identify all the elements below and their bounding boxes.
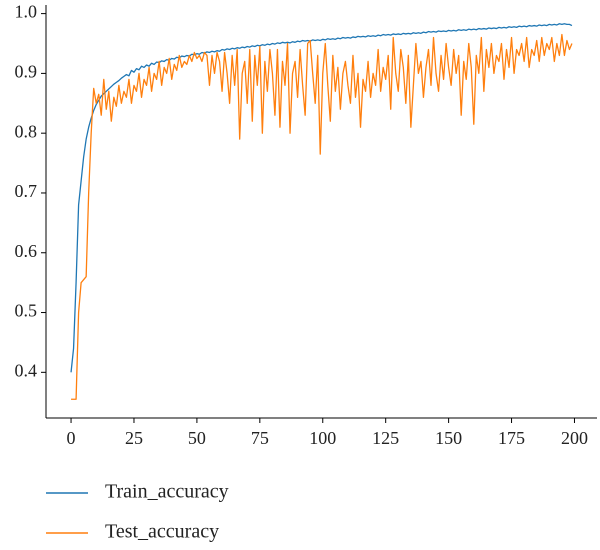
x-tick-label: 75 (251, 428, 269, 448)
legend-label: Train_accuracy (105, 481, 229, 503)
y-tick-label: 0.6 (15, 241, 38, 261)
y-tick-label: 0.9 (15, 62, 38, 82)
x-tick-label: 100 (309, 428, 336, 448)
x-tick-label: 25 (125, 428, 143, 448)
legend-label: Test_accuracy (105, 521, 219, 543)
x-tick-label: 150 (435, 428, 462, 448)
x-tick-label: 0 (67, 428, 76, 448)
y-tick-label: 0.4 (15, 360, 38, 380)
series-line (70, 23, 573, 373)
x-tick-label: 200 (561, 428, 588, 448)
y-tick-label: 1.0 (15, 2, 38, 22)
series-line (71, 33, 573, 400)
x-tick-label: 125 (372, 428, 399, 448)
y-tick-label: 0.7 (15, 181, 38, 201)
x-tick-label: 50 (188, 428, 206, 448)
y-tick-label: 0.5 (15, 301, 38, 321)
x-tick-label: 175 (498, 428, 525, 448)
y-tick-label: 0.8 (15, 121, 38, 141)
